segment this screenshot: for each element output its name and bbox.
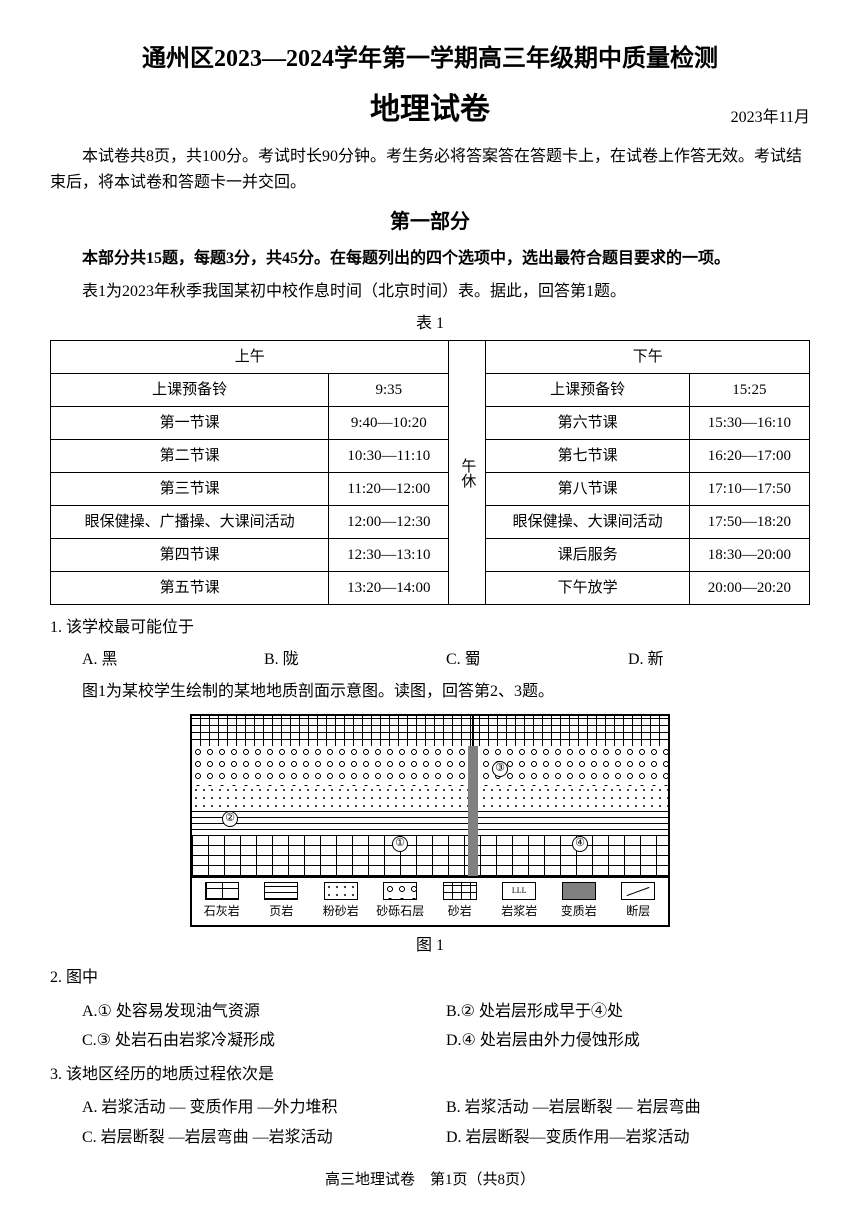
legend-swatch [621,882,655,900]
table-row: 眼保健操、广播操、大课间活动12:00—12:30眼保健操、大课间活动17:50… [51,506,810,539]
table-row: 第四节课12:30—13:10课后服务18:30—20:00 [51,539,810,572]
fig1-intro: 图1为某校学生绘制的某地地质剖面示意图。读图，回答第2、3题。 [50,679,810,705]
q3-text: 3. 该地区经历的地质过程依次是 [50,1062,810,1088]
legend-label: 页岩 [269,902,293,921]
q3-opt-a: A. 岩浆活动 — 变质作用 —外力堆积 [82,1093,446,1123]
legend-label: 岩浆岩 [501,902,537,921]
table-row: 第一节课9:40—10:20第六节课15:30—16:10 [51,407,810,440]
q1-options: A. 黑 B. 陇 C. 蜀 D. 新 [82,647,810,673]
table-row: 第二节课10:30—11:10第七节课16:20—17:00 [51,440,810,473]
q1-intro: 表1为2023年秋季我国某初中校作息时间（北京时间）表。据此，回答第1题。 [50,279,810,305]
legend-cell: 砂砾石层 [371,878,431,925]
q2-text: 2. 图中 [50,965,810,991]
legend-label: 砂砾石层 [376,902,424,921]
q2-opt-b: B.② 处岩层形成早于④处 [446,997,810,1027]
q1-text: 1. 该学校最可能位于 [50,615,810,641]
table-row: 上课预备铃9:35上课预备铃15:25 [51,374,810,407]
mid-col: 午休 [449,341,486,605]
q3-opt-d: D. 岩层断裂—变质作用—岩浆活动 [446,1123,810,1153]
table-row: 第五节课13:20—14:00下午放学20:00—20:20 [51,572,810,605]
q3-options: A. 岩浆活动 — 变质作用 —外力堆积 B. 岩浆活动 —岩层断裂 — 岩层弯… [82,1093,810,1152]
q3-opt-c: C. 岩层断裂 —岩层弯曲 —岩浆活动 [82,1123,446,1153]
legend-swatch [264,882,298,900]
legend-row: 石灰岩 页岩 粉砂岩砂砾石层 砂岩 LLL 岩浆岩 变质岩 断层 [192,876,668,925]
legend-cell: 粉砂岩 [311,878,371,925]
main-title: 通州区2023—2024学年第一学期高三年级期中质量检测 [50,40,810,78]
q1-opt-d: D. 新 [628,647,810,673]
am-header: 上午 [51,341,449,374]
legend-swatch [205,882,239,900]
legend-swatch [383,882,417,900]
q1-opt-b: B. 陇 [264,647,446,673]
legend-cell: 断层 [609,878,669,925]
diagram-section: ① ② ③ ④ [192,716,668,876]
schedule-table: 上午 午休 下午 上课预备铃9:35上课预备铃15:25 第一节课9:40—10… [50,340,810,605]
intro-text: 本试卷共8页，共100分。考试时长90分钟。考生务必将答案答在答题卡上，在试卷上… [50,144,810,195]
section-intro: 本部分共15题，每题3分，共45分。在每题列出的四个选项中，选出最符合题目要求的… [50,246,810,272]
section-title: 第一部分 [50,206,810,238]
pm-header: 下午 [486,341,810,374]
legend-cell: 砂岩 [430,878,490,925]
q2-options: A.① 处容易发现油气资源 B.② 处岩层形成早于④处 C.③ 处岩石由岩浆冷凝… [82,997,810,1056]
subtitle: 地理试卷 [370,86,490,134]
fig1-caption: 图 1 [50,933,810,959]
legend-label: 断层 [626,902,650,921]
legend-cell: 石灰岩 [192,878,252,925]
legend-label: 石灰岩 [204,902,240,921]
q1-opt-c: C. 蜀 [446,647,628,673]
q3-opt-b: B. 岩浆活动 —岩层断裂 — 岩层弯曲 [446,1093,810,1123]
legend-label: 变质岩 [561,902,597,921]
legend-cell: 变质岩 [549,878,609,925]
q2-opt-c: C.③ 处岩石由岩浆冷凝形成 [82,1026,446,1056]
legend-cell: LLL 岩浆岩 [490,878,550,925]
legend-label: 砂岩 [448,902,472,921]
legend-label: 粉砂岩 [323,902,359,921]
q1-opt-a: A. 黑 [82,647,264,673]
footer: 高三地理试卷 第1页（共8页） [50,1168,810,1192]
legend-swatch: LLL [502,882,536,900]
legend-swatch [324,882,358,900]
table-title: 表 1 [50,311,810,337]
legend-swatch [443,882,477,900]
geology-diagram: ① ② ③ ④ 石灰岩 页岩 粉砂岩砂砾石层 砂岩 LLL 岩浆岩 变质岩 断层 [190,714,670,927]
subtitle-row: 地理试卷 2023年11月 [50,86,810,134]
legend-swatch [562,882,596,900]
q2-opt-d: D.④ 处岩层由外力侵蚀形成 [446,1026,810,1056]
q2-opt-a: A.① 处容易发现油气资源 [82,997,446,1027]
legend-cell: 页岩 [252,878,312,925]
table-row: 第三节课11:20—12:00第八节课17:10—17:50 [51,473,810,506]
date: 2023年11月 [731,105,810,131]
